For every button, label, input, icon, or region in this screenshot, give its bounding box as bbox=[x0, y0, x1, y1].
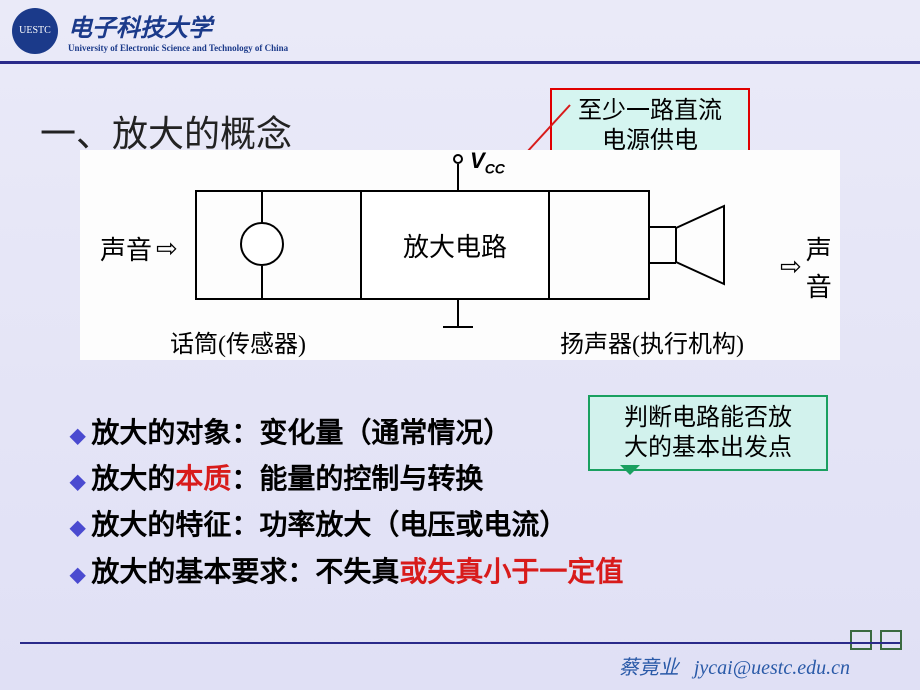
author-name: 蔡竟业 bbox=[619, 657, 679, 679]
bullet-list: ◆放大的对象：变化量（通常情况） ◆放大的本质：能量的控制与转换 ◆放大的特征：… bbox=[70, 410, 623, 595]
speaker-symbol bbox=[600, 190, 770, 300]
bullet-item-object: ◆放大的对象：变化量（通常情况） bbox=[70, 410, 623, 456]
nav-icon-group bbox=[850, 630, 902, 650]
vcc-node-icon bbox=[453, 154, 463, 164]
microphone-caption: 话筒(传感器) bbox=[170, 324, 306, 359]
footer-rule bbox=[20, 642, 900, 644]
footer-credit: 蔡竟业 jycai@uestc.edu.cn bbox=[619, 651, 850, 680]
sound-output-label: ⇨ 声音 bbox=[780, 230, 840, 304]
sound-input-label: 声音 ⇨ bbox=[100, 230, 178, 267]
speaker-cone-icon bbox=[674, 204, 734, 286]
next-icon[interactable] bbox=[880, 630, 902, 650]
amplifier-box: 放大电路 bbox=[360, 190, 550, 300]
bullet-diamond-icon: ◆ bbox=[70, 564, 85, 586]
callout-judge-line1: 判断电路能否放 bbox=[600, 403, 816, 433]
arrow-right-icon: ⇨ bbox=[156, 234, 178, 264]
amplifier-block-diagram: 声音 ⇨ VCC 放大电路 ⇨ 声音 话筒(传感器) 扬声器(执行机构) bbox=[80, 150, 840, 360]
university-name-cn: 电子科技大学 bbox=[68, 8, 288, 43]
author-email: jycai@uestc.edu.cn bbox=[694, 657, 850, 679]
bullet-diamond-icon: ◆ bbox=[70, 517, 85, 539]
bullet-item-essence: ◆放大的本质：能量的控制与转换 bbox=[70, 456, 623, 502]
home-icon[interactable] bbox=[850, 630, 872, 650]
callout-power-line1: 至少一路直流 bbox=[562, 96, 738, 126]
speaker-caption: 扬声器(执行机构) bbox=[560, 324, 744, 359]
microphone-symbol bbox=[195, 190, 315, 300]
university-logo: UESTC bbox=[12, 8, 58, 54]
bullet-item-requirement: ◆放大的基本要求：不失真或失真小于一定值 bbox=[70, 549, 623, 595]
callout-judge-line2: 大的基本出发点 bbox=[600, 433, 816, 463]
arrow-right-icon: ⇨ bbox=[780, 252, 802, 282]
ground-wire bbox=[457, 300, 459, 326]
vcc-wire bbox=[457, 164, 459, 190]
university-name: 电子科技大学 University of Electronic Science … bbox=[68, 8, 288, 53]
sound-right-text: 声音 bbox=[806, 230, 840, 304]
callout-judgement-basis: 判断电路能否放 大的基本出发点 bbox=[588, 395, 828, 471]
university-name-en: University of Electronic Science and Tec… bbox=[68, 43, 288, 53]
header-bar: UESTC 电子科技大学 University of Electronic Sc… bbox=[0, 0, 920, 64]
vcc-label: VCC bbox=[470, 148, 505, 176]
sound-left-text: 声音 bbox=[100, 230, 152, 267]
bullet-item-feature: ◆放大的特征：功率放大（电压或电流） bbox=[70, 502, 623, 548]
bullet-diamond-icon: ◆ bbox=[70, 471, 85, 493]
bullet-diamond-icon: ◆ bbox=[70, 425, 85, 447]
ground-symbol bbox=[443, 326, 473, 328]
